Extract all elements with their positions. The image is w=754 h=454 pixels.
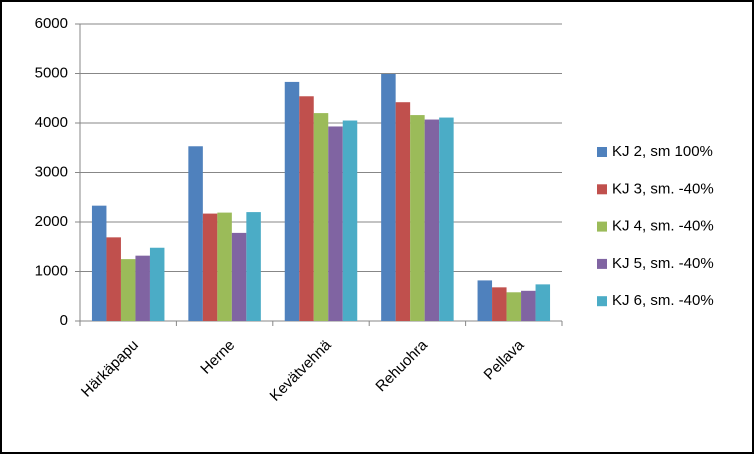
bar: [410, 115, 425, 321]
bar: [328, 126, 343, 321]
legend-swatch: [597, 258, 607, 269]
y-tick-label: 0: [60, 312, 68, 329]
bar: [135, 255, 150, 321]
bar: [231, 232, 247, 321]
legend-label: KJ 5, sm. -40%: [612, 255, 714, 272]
bar: [342, 120, 358, 322]
bar: [217, 212, 232, 321]
bar: [424, 119, 440, 321]
bar: [188, 146, 203, 321]
bar: [246, 212, 261, 321]
bar: [106, 237, 121, 321]
legend-label: KJ 2, sm 100%: [612, 143, 713, 160]
bar: [284, 81, 300, 321]
y-tick-label: 4000: [35, 114, 68, 131]
legend-swatch: [597, 221, 607, 232]
bar: [492, 287, 507, 321]
bar: [395, 102, 411, 322]
legend-swatch: [597, 147, 607, 157]
bar: [506, 292, 522, 321]
bar: [535, 284, 551, 321]
bar: [120, 259, 136, 321]
y-tick-label: 6000: [35, 15, 68, 32]
legend-swatch: [597, 296, 607, 307]
legend-label: KJ 6, sm. -40%: [612, 292, 714, 309]
bar: [149, 247, 165, 321]
y-tick-label: 1000: [35, 262, 68, 279]
legend-label: KJ 4, sm. -40%: [612, 218, 714, 235]
y-tick-label: 5000: [35, 64, 68, 81]
bar: [299, 96, 314, 322]
legend-label: KJ 3, sm. -40%: [612, 180, 714, 197]
bar: [91, 205, 107, 321]
bar: [202, 213, 218, 321]
bar: [381, 73, 396, 322]
y-tick-label: 3000: [35, 163, 68, 180]
bar: [313, 113, 329, 321]
bar: [521, 290, 536, 321]
legend-swatch: [597, 184, 607, 195]
y-tick-label: 2000: [35, 213, 68, 230]
bar: [477, 280, 493, 321]
bar: [439, 117, 454, 322]
